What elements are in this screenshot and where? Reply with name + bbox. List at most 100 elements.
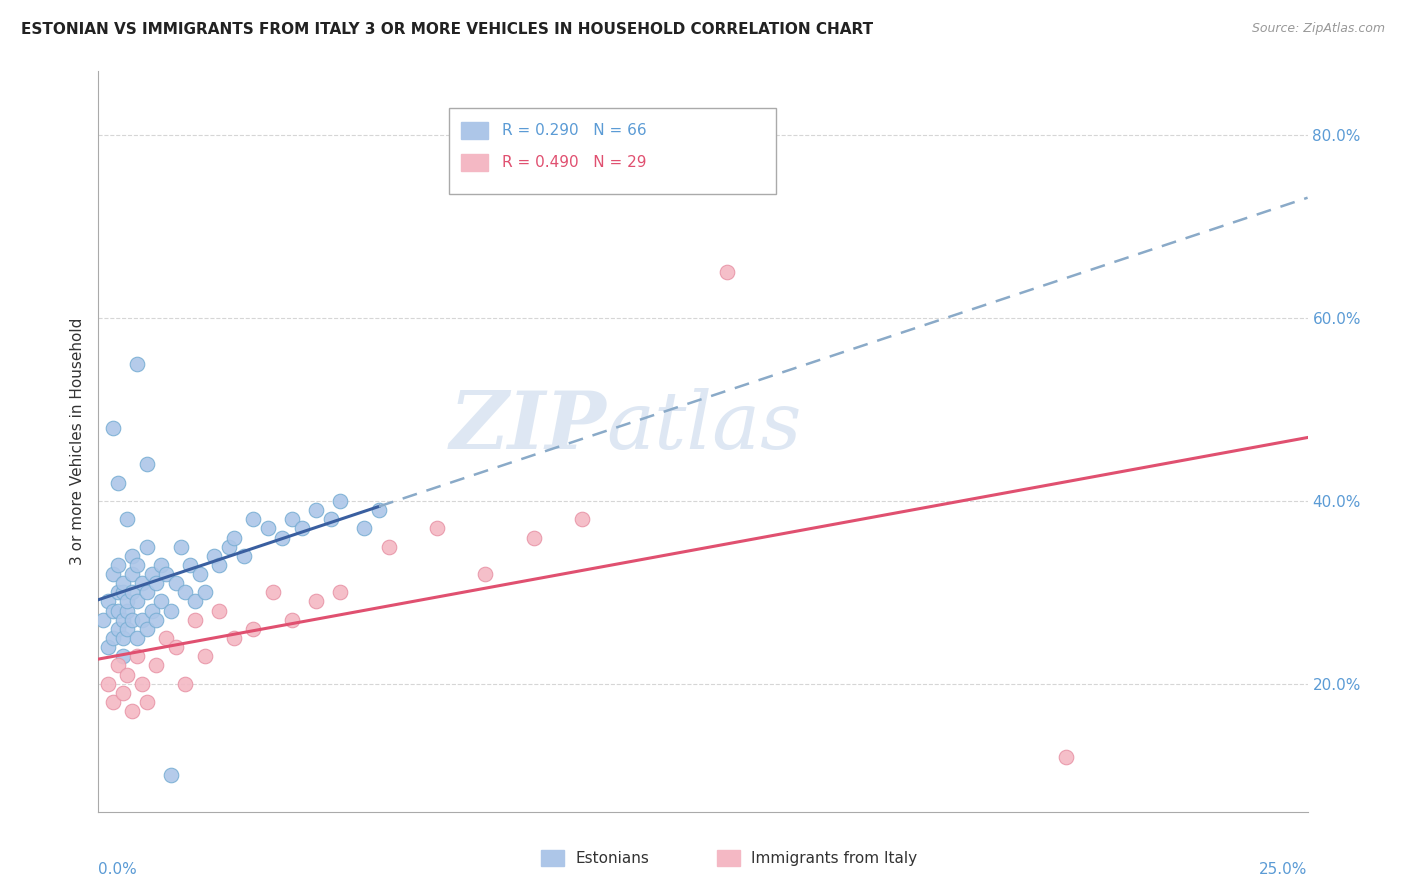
Point (319, 512, 342, 526)
Y-axis label: 3 or more Vehicles in Household: 3 or more Vehicles in Household (69, 318, 84, 566)
Point (377, 540, 399, 554)
Point (101, 631, 124, 645)
Point (165, 576, 187, 591)
Point (305, 503, 328, 517)
Text: Immigrants from Italy: Immigrants from Italy (751, 851, 917, 865)
Point (135, 540, 157, 554)
Point (121, 613, 143, 627)
Point (145, 658, 167, 673)
Point (329, 585, 352, 599)
Point (256, 521, 278, 535)
Point (353, 521, 375, 535)
Point (97, 594, 120, 608)
Point (160, 768, 183, 782)
Point (107, 658, 129, 673)
FancyBboxPatch shape (449, 109, 776, 194)
Point (107, 622, 129, 636)
Point (135, 585, 157, 599)
Point (107, 558, 129, 572)
Point (179, 558, 201, 572)
Point (131, 576, 153, 591)
Point (474, 567, 496, 582)
Point (141, 567, 163, 582)
Point (194, 649, 217, 664)
Point (169, 540, 191, 554)
Point (111, 585, 134, 599)
Bar (461, 122, 488, 139)
Point (127, 649, 149, 664)
Point (165, 640, 187, 655)
Text: 0.0%: 0.0% (98, 862, 138, 877)
Point (107, 585, 129, 599)
Point (208, 558, 231, 572)
Point (127, 558, 149, 572)
Bar (461, 154, 488, 170)
Point (91, 613, 114, 627)
Point (111, 576, 134, 591)
Point (97, 677, 120, 691)
Point (160, 604, 183, 618)
Text: Source: ZipAtlas.com: Source: ZipAtlas.com (1251, 22, 1385, 36)
Point (188, 567, 211, 582)
Text: atlas: atlas (606, 388, 801, 466)
Point (232, 549, 254, 563)
Point (242, 512, 264, 526)
Text: R = 0.490   N = 29: R = 0.490 N = 29 (502, 155, 647, 169)
Point (101, 421, 124, 435)
Point (131, 613, 153, 627)
Point (218, 540, 240, 554)
Point (281, 613, 304, 627)
Point (1054, 750, 1077, 764)
Point (121, 704, 143, 718)
Point (145, 613, 167, 627)
Point (242, 622, 264, 636)
Point (208, 604, 231, 618)
Text: ESTONIAN VS IMMIGRANTS FROM ITALY 3 OR MORE VEHICLES IN HOUSEHOLD CORRELATION CH: ESTONIAN VS IMMIGRANTS FROM ITALY 3 OR M… (21, 22, 873, 37)
Text: R = 0.290   N = 66: R = 0.290 N = 66 (502, 123, 647, 138)
Point (121, 549, 143, 563)
Point (145, 576, 167, 591)
Point (290, 521, 312, 535)
Point (117, 667, 139, 681)
Point (117, 622, 139, 636)
Point (305, 594, 328, 608)
Point (571, 512, 593, 526)
Point (131, 677, 153, 691)
Point (111, 686, 134, 700)
Point (204, 549, 226, 563)
Point (135, 622, 157, 636)
Point (368, 503, 391, 517)
Point (150, 594, 173, 608)
Point (107, 475, 129, 490)
Point (127, 357, 149, 371)
Point (222, 531, 245, 545)
Point (184, 613, 207, 627)
Point (155, 567, 177, 582)
Point (222, 631, 245, 645)
Point (174, 585, 197, 599)
Point (271, 531, 294, 545)
Point (107, 604, 129, 618)
Text: Estonians: Estonians (575, 851, 650, 865)
Point (117, 594, 139, 608)
Text: ZIP: ZIP (450, 388, 606, 466)
Point (174, 677, 197, 691)
Point (121, 567, 143, 582)
Point (111, 631, 134, 645)
Point (101, 695, 124, 709)
Point (101, 567, 124, 582)
Point (127, 631, 149, 645)
Point (281, 512, 304, 526)
Point (117, 604, 139, 618)
Text: 25.0%: 25.0% (1260, 862, 1308, 877)
Point (111, 649, 134, 664)
Point (184, 594, 207, 608)
Point (155, 631, 177, 645)
Point (716, 265, 738, 279)
Point (135, 458, 157, 472)
Point (194, 585, 217, 599)
Point (426, 521, 449, 535)
Point (262, 585, 284, 599)
Point (121, 585, 143, 599)
Point (135, 695, 157, 709)
